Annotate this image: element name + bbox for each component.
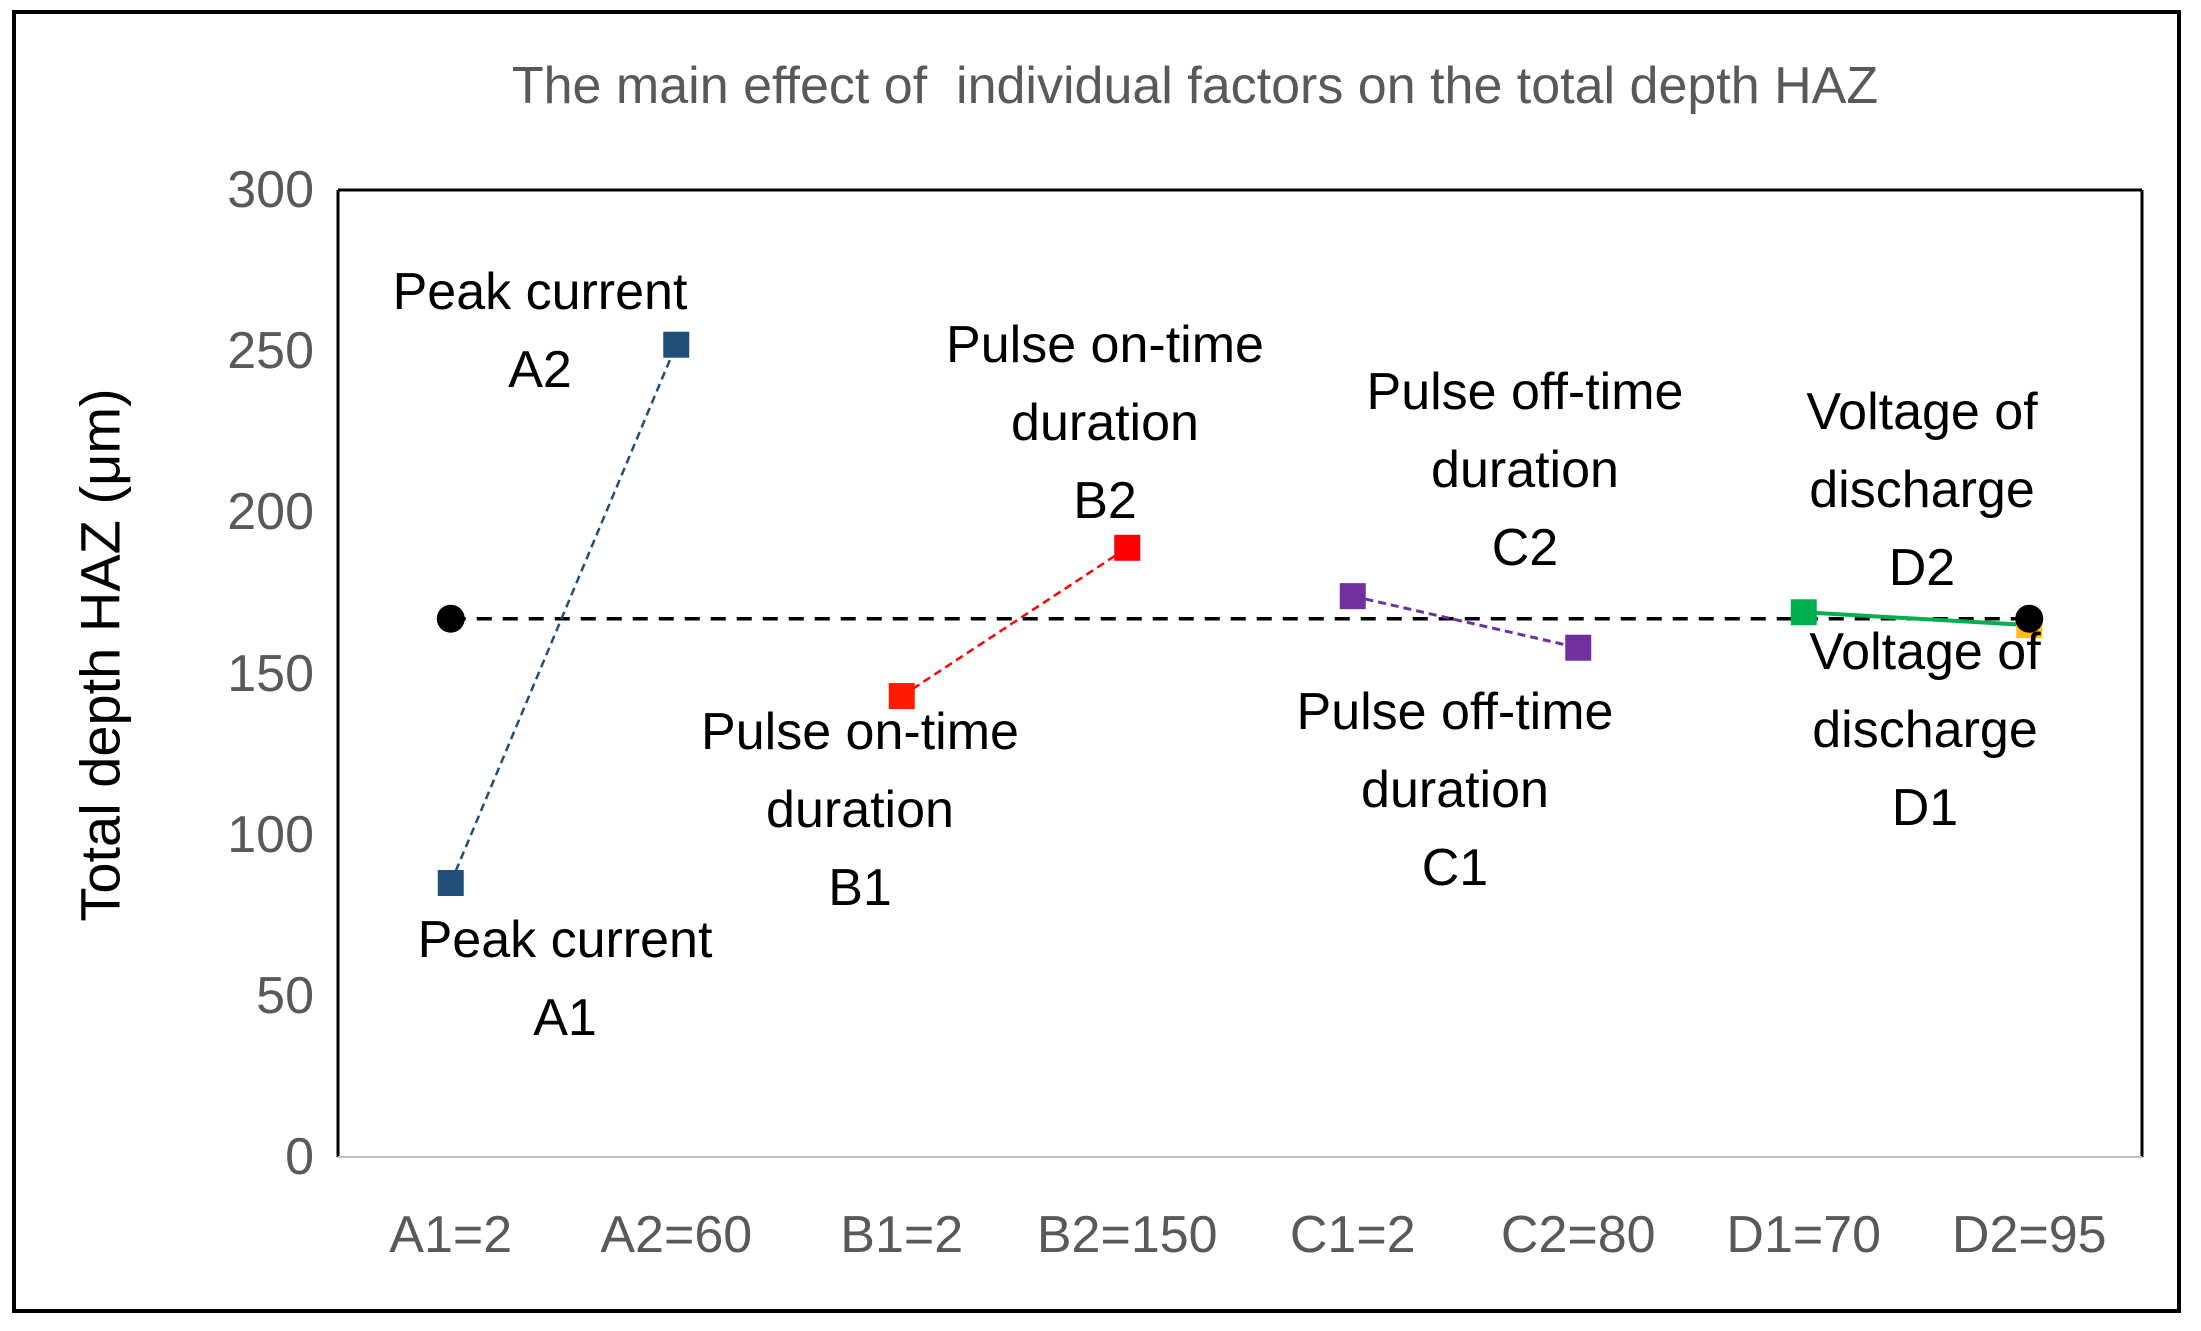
annotation-b1-line2: duration <box>766 781 954 839</box>
series-line-1 <box>901 546 1128 698</box>
annotation-c1-line3: C1 <box>1421 839 1489 897</box>
x-tick-label: A1=2 <box>389 1206 513 1264</box>
annotation-b2-line1: Pulse on-time <box>946 316 1264 374</box>
annotation-c1-line2: duration <box>1361 761 1549 819</box>
y-tick-label: 50 <box>256 966 314 1025</box>
annotation-b2-line2: duration <box>1011 394 1199 452</box>
chart-title: The main effect of individual factors on… <box>511 57 1879 115</box>
y-tick-label: 150 <box>227 644 314 703</box>
annotation-b1-line3: B1 <box>828 859 892 917</box>
annotation-d1-line3: D1 <box>1891 779 1959 837</box>
figure-border <box>12 10 2181 1313</box>
annotation-c2-line2: duration <box>1431 441 1619 499</box>
y-tick-label: 100 <box>227 805 314 864</box>
y-tick-label: 250 <box>227 322 314 381</box>
series-marker <box>888 683 915 710</box>
x-tick-label: C1=2 <box>1289 1206 1416 1264</box>
x-tick-label: A2=60 <box>600 1206 753 1264</box>
annotation-d2-line1: Voltage of <box>1806 383 2038 441</box>
series-line-3 <box>1803 610 2030 628</box>
x-tick-label: D1=70 <box>1726 1206 1882 1264</box>
annotation-b1-line1: Pulse on-time <box>701 703 1019 761</box>
series-marker <box>1790 599 1817 626</box>
annotation-d2-line3: D2 <box>1888 539 1956 597</box>
x-tick-label: B1=2 <box>840 1206 964 1264</box>
y-tick-label: 0 <box>285 1128 314 1186</box>
x-tick-label: C2=80 <box>1500 1206 1656 1264</box>
annotation-b2-line3: B2 <box>1073 472 1137 530</box>
y-tick-label: 300 <box>227 161 314 219</box>
mean-endpoint-dot-left <box>436 604 465 633</box>
annotation-c2-line1: Pulse off-time <box>1366 363 1684 421</box>
x-tick-label: B2=150 <box>1036 1206 1218 1264</box>
series-marker <box>1565 634 1592 661</box>
series-marker <box>437 870 464 897</box>
annotation-a1-line2: A1 <box>533 989 597 1047</box>
annotation-d2-line2: discharge <box>1809 461 2035 519</box>
series-marker <box>1114 534 1141 561</box>
annotation-c1-line1: Pulse off-time <box>1296 683 1614 741</box>
annotation-d1-line1: Voltage of <box>1809 623 2041 681</box>
series-marker <box>663 331 690 358</box>
y-tick-label: 200 <box>227 483 314 542</box>
x-tick-label: D2=95 <box>1951 1206 2107 1264</box>
series-marker <box>1339 583 1366 610</box>
annotation-a2-line1: Peak current <box>392 263 688 321</box>
annotation-d1-line2: discharge <box>1812 701 2038 759</box>
annotation-c2-line3: C2 <box>1491 519 1559 577</box>
series-line-0 <box>449 344 678 884</box>
annotation-a1-line1: Peak current <box>417 911 713 969</box>
mean-endpoint-dot-right <box>2015 604 2044 633</box>
annotation-a2-line2: A2 <box>508 341 572 399</box>
